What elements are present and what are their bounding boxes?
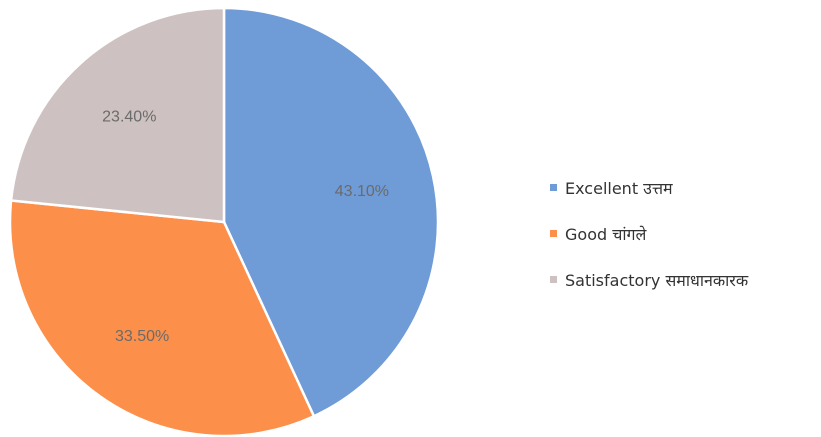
- legend-label-satisfactory: Satisfactory समाधानकारक: [565, 270, 749, 290]
- data-label-excellent: 43.10%: [335, 183, 389, 200]
- legend-label-good: Good चांगले: [565, 224, 647, 244]
- legend-swatch-excellent: [550, 184, 557, 191]
- pie-slice-excellent: [222, 6, 440, 418]
- pie-slice-satisfactory: [9, 6, 226, 224]
- pie-data-labels: 43.10% 33.50% 23.40%: [102, 108, 389, 345]
- legend-item-excellent: Excellent उत्तम: [550, 172, 748, 203]
- legend-swatch-good: [550, 230, 557, 237]
- legend-swatch-satisfactory: [550, 276, 557, 283]
- pie-slice-good: [8, 199, 316, 437]
- legend-item-good: Good चांगले: [550, 218, 748, 249]
- legend-label-excellent: Excellent उत्तम: [565, 178, 673, 198]
- legend-item-satisfactory: Satisfactory समाधानकारक: [550, 264, 748, 295]
- chart-legend: Excellent उत्तम Good चांगले Satisfactory…: [550, 172, 748, 295]
- data-label-satisfactory: 23.40%: [102, 108, 156, 125]
- data-label-good: 33.50%: [115, 328, 169, 345]
- pie-slices: [8, 6, 440, 437]
